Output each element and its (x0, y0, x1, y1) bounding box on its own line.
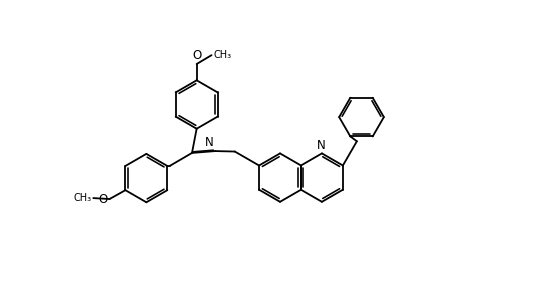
Text: CH₃: CH₃ (213, 50, 231, 60)
Text: N: N (317, 139, 326, 151)
Text: O: O (99, 192, 108, 206)
Text: O: O (192, 49, 201, 62)
Text: N: N (205, 136, 214, 149)
Text: CH₃: CH₃ (73, 193, 91, 203)
